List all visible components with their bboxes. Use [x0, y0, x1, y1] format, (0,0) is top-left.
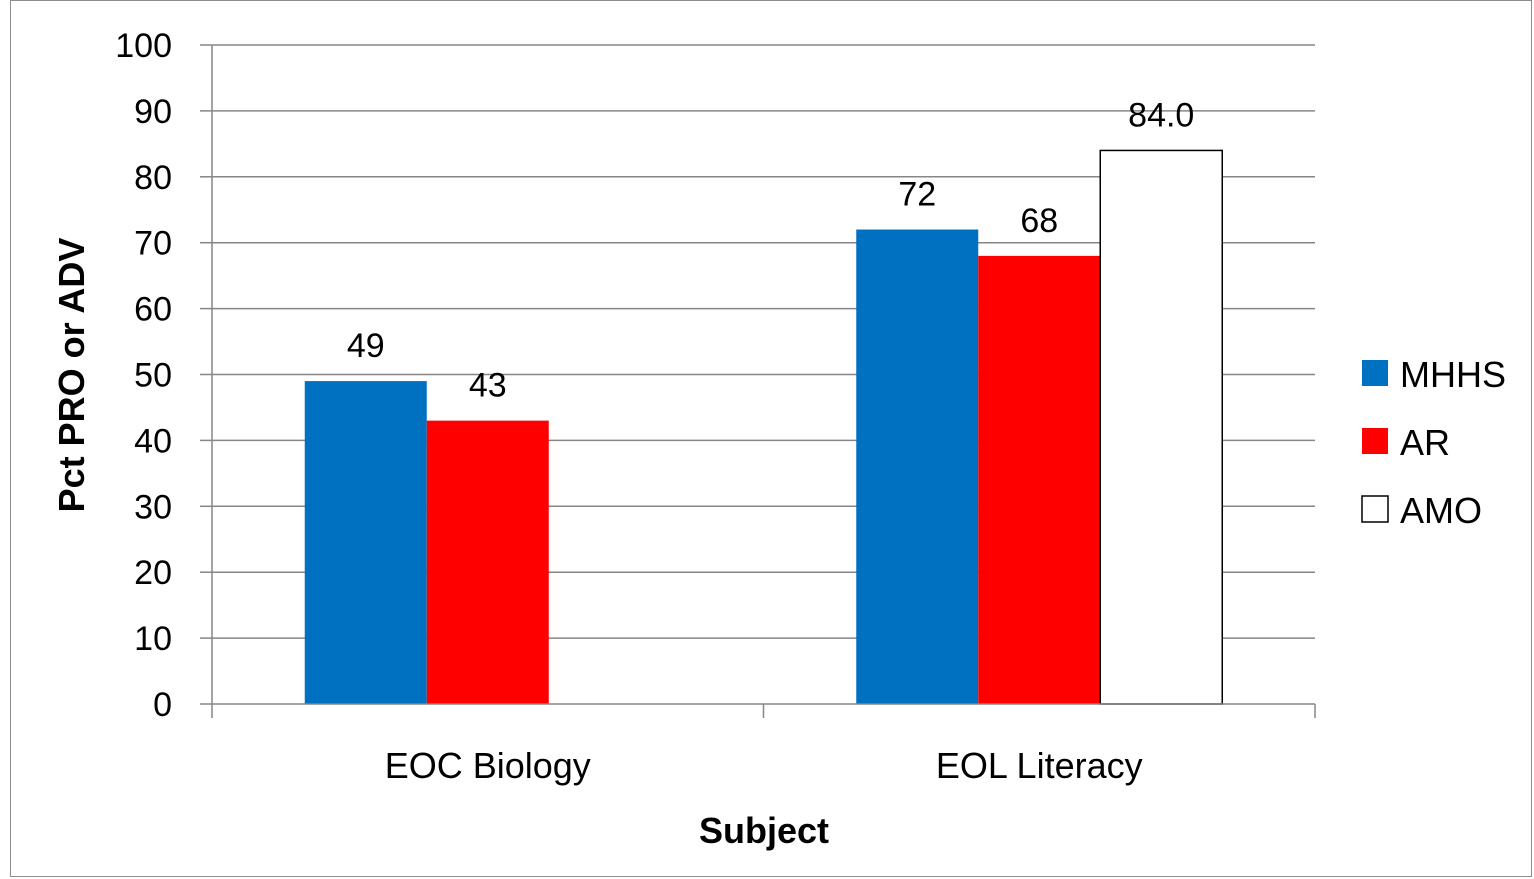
- y-tick-label: 70: [134, 225, 172, 263]
- legend-label-ar: AR: [1400, 422, 1450, 463]
- legend-swatch-amo: [1361, 495, 1389, 523]
- y-axis-title: Pct PRO or ADV: [51, 238, 92, 513]
- y-tick-label: 90: [134, 93, 172, 131]
- data-label: 49: [347, 327, 385, 365]
- legend-label-mhhs: MHHS: [1400, 354, 1506, 395]
- chart-frame: [10, 0, 1532, 877]
- legend: MHHS AR AMO: [1361, 354, 1506, 531]
- legend-label-amo: AMO: [1400, 490, 1482, 531]
- y-tick-label: 100: [115, 27, 172, 65]
- bar-mhhs: [304, 381, 427, 704]
- bar-mhhs: [856, 229, 979, 704]
- data-label: 68: [1020, 202, 1058, 240]
- axes: [200, 44, 1316, 718]
- bar-amo: [1099, 149, 1223, 705]
- y-tick-label: 10: [134, 620, 172, 658]
- x-tick-label: EOL Literacy: [936, 745, 1143, 786]
- labels: 0 10 20 30 40 50 60 70 80 90 100 49 43 EOC Biology 72 6…: [115, 27, 1194, 786]
- data-label: 72: [898, 176, 936, 214]
- y-tick-label: 20: [134, 554, 172, 592]
- legend-swatch-mhhs: [1362, 360, 1388, 386]
- data-label: 43: [469, 367, 507, 405]
- y-tick-label: 40: [134, 422, 172, 460]
- bars: [304, 149, 1223, 705]
- y-tick-label: 60: [134, 291, 172, 329]
- x-tick-label: EOC Biology: [385, 745, 591, 786]
- bar-ar: [978, 255, 1101, 704]
- x-axis-title: Subject: [699, 810, 829, 851]
- y-tick-label: 30: [134, 488, 172, 526]
- legend-swatch-ar: [1362, 428, 1388, 454]
- y-tick-label: 50: [134, 357, 172, 395]
- data-label: 84.0: [1128, 96, 1194, 134]
- y-tick-label: 0: [153, 686, 172, 724]
- bar-ar: [426, 420, 549, 704]
- y-tick-label: 80: [134, 159, 172, 197]
